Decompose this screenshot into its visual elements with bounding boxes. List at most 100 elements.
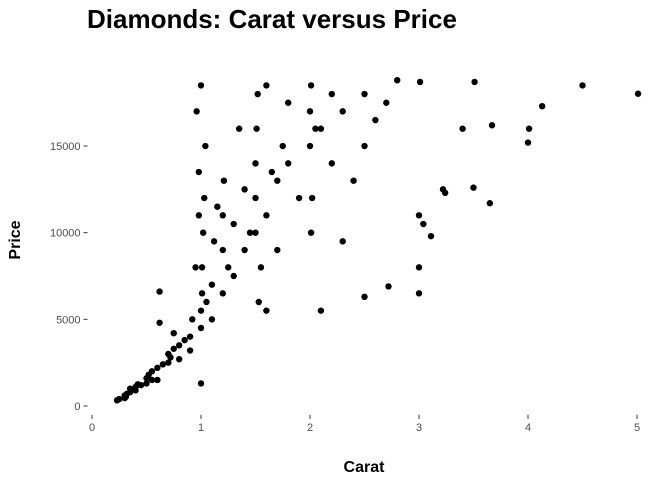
point <box>156 288 163 295</box>
point <box>186 333 194 340</box>
point <box>361 293 368 300</box>
point <box>167 354 174 361</box>
point <box>165 359 172 366</box>
point <box>137 381 145 389</box>
point <box>459 125 466 132</box>
point <box>285 160 292 167</box>
point <box>420 220 427 228</box>
point <box>524 139 532 146</box>
x-tick-label: 3 <box>416 422 422 434</box>
point <box>252 194 259 202</box>
point <box>253 125 260 132</box>
point <box>470 184 477 191</box>
point <box>230 220 237 228</box>
point <box>634 90 642 97</box>
point <box>441 189 449 197</box>
point <box>328 160 335 167</box>
point <box>307 82 315 89</box>
y-tick-label: 0 <box>74 401 80 413</box>
point <box>415 290 423 297</box>
point <box>274 246 281 254</box>
point <box>210 238 218 245</box>
point <box>579 82 586 89</box>
y-tick-label: 5000 <box>56 314 80 326</box>
point <box>268 168 276 176</box>
point <box>219 246 226 254</box>
point <box>255 298 262 306</box>
point <box>361 90 368 98</box>
y-tick-label: 10000 <box>50 228 81 240</box>
point <box>263 82 270 89</box>
point <box>116 395 123 403</box>
point <box>257 264 265 271</box>
point <box>308 194 316 202</box>
points <box>113 76 642 404</box>
point <box>317 125 325 132</box>
point <box>254 90 261 98</box>
point <box>148 368 156 375</box>
point <box>263 212 270 219</box>
point <box>219 212 226 219</box>
point <box>176 355 183 363</box>
point <box>197 380 205 387</box>
point <box>486 200 494 207</box>
point <box>328 90 335 98</box>
point <box>148 376 156 384</box>
point <box>394 76 401 84</box>
point <box>201 194 208 202</box>
point <box>306 142 314 150</box>
point <box>285 99 292 106</box>
chart-title: Diamonds: Carat versus Price <box>87 4 457 34</box>
point <box>181 336 188 344</box>
point <box>195 168 203 176</box>
point <box>274 177 281 184</box>
point <box>350 177 357 184</box>
point <box>525 125 533 132</box>
point <box>230 272 237 280</box>
x-tick-label: 4 <box>525 422 531 434</box>
y-tick-label: 15000 <box>50 141 81 153</box>
point <box>197 307 205 314</box>
axes: 0 1 2 3 4 5 0 5000 10000 15000 <box>50 141 640 434</box>
point <box>312 125 319 132</box>
point <box>198 264 206 271</box>
point <box>199 229 207 236</box>
point <box>220 177 228 184</box>
point <box>154 364 161 372</box>
point <box>170 329 177 337</box>
point <box>192 264 199 271</box>
point <box>339 108 346 115</box>
point <box>186 347 194 354</box>
point <box>235 125 243 132</box>
point <box>170 345 177 352</box>
point <box>203 298 210 306</box>
point <box>383 99 390 106</box>
point <box>471 78 478 86</box>
point <box>415 212 423 219</box>
point <box>263 307 270 314</box>
point <box>415 264 423 271</box>
point <box>219 290 226 297</box>
x-tick-label: 2 <box>307 422 313 434</box>
x-tick-label: 1 <box>198 422 204 434</box>
point <box>159 361 167 368</box>
point <box>538 102 546 110</box>
x-tick-label: 5 <box>634 422 640 434</box>
point <box>126 385 134 392</box>
point <box>241 186 248 193</box>
point <box>306 108 314 115</box>
point <box>279 142 286 150</box>
point <box>225 264 232 271</box>
point <box>208 281 216 288</box>
x-axis-title: Carat <box>344 459 386 476</box>
point <box>154 376 161 384</box>
point <box>193 108 200 115</box>
point <box>427 232 435 240</box>
point <box>252 229 259 236</box>
point <box>214 203 221 210</box>
point <box>361 142 368 150</box>
point <box>241 246 248 254</box>
point <box>176 342 183 349</box>
point <box>252 160 259 167</box>
